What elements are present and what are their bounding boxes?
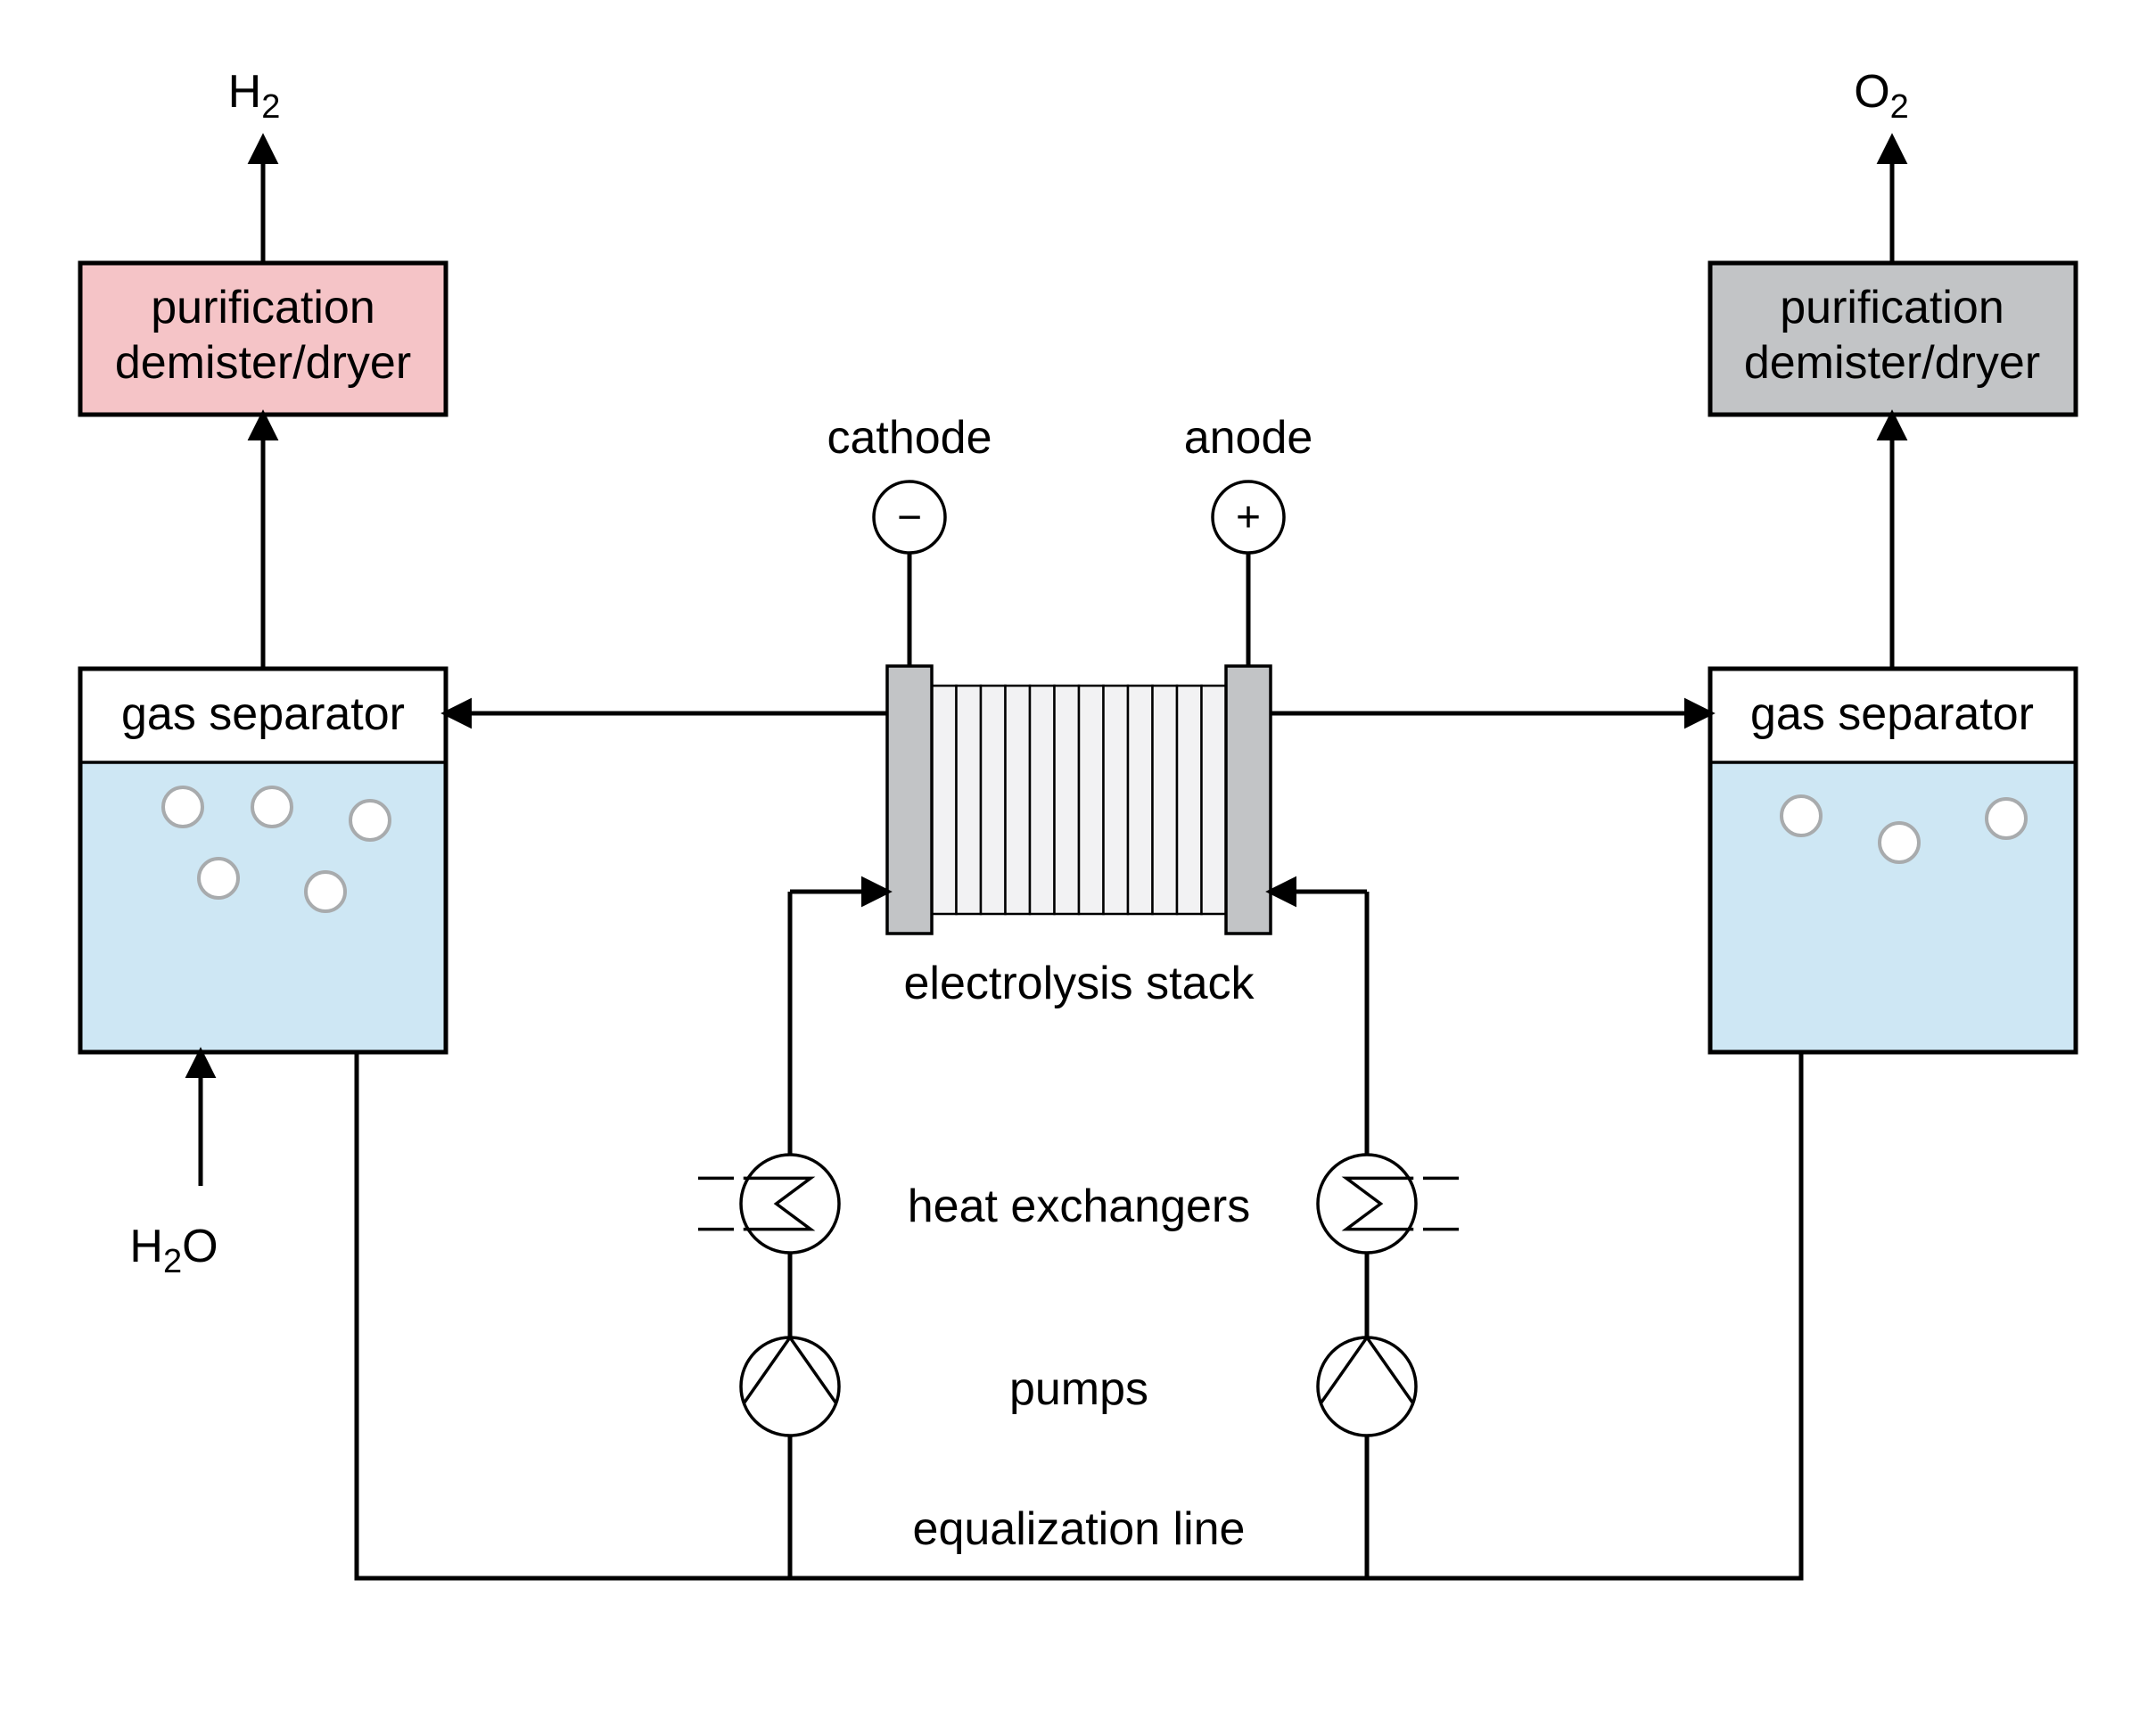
bubble-icon [1782,796,1821,835]
bubble-icon [306,872,345,911]
electrolysis-stack-label: electrolysis stack [904,958,1255,1009]
purifier-h2-line2: demister/dryer [115,337,411,389]
gas-separator-right-label: gas separator [1750,688,2034,740]
anode-label: anode [1184,412,1313,464]
bubble-icon [1880,823,1919,862]
bubble-icon [252,787,292,827]
gas-separator-left: gas separator [80,669,446,1052]
pump-left [741,1337,839,1436]
gas-separator-left-label: gas separator [121,688,405,740]
purifier-h2-line1: purification [151,282,374,333]
cathode-terminal-symbol: − [897,494,922,541]
purifier-o2-line2: demister/dryer [1744,337,2040,389]
heat-exchangers-label: heat exchangers [908,1181,1251,1232]
gas-separator-right: gas separator [1710,669,2076,1052]
cathode-label: cathode [827,412,992,464]
purifier-o2: purificationdemister/dryer [1710,263,2076,415]
purifier-h2: purificationdemister/dryer [80,263,446,415]
bubble-icon [199,859,238,898]
bubble-icon [350,801,390,840]
purifier-o2-line1: purification [1780,282,2004,333]
bubble-icon [1987,799,2026,838]
pumps-label: pumps [1009,1363,1148,1415]
anode-plate [1226,666,1271,934]
pump-right [1318,1337,1416,1436]
electrolysis-stack [887,666,1271,934]
equalization-line-label: equalization line [913,1503,1246,1555]
anode-terminal-symbol: + [1236,494,1261,541]
cathode-plate [887,666,932,934]
bubble-icon [163,787,202,827]
